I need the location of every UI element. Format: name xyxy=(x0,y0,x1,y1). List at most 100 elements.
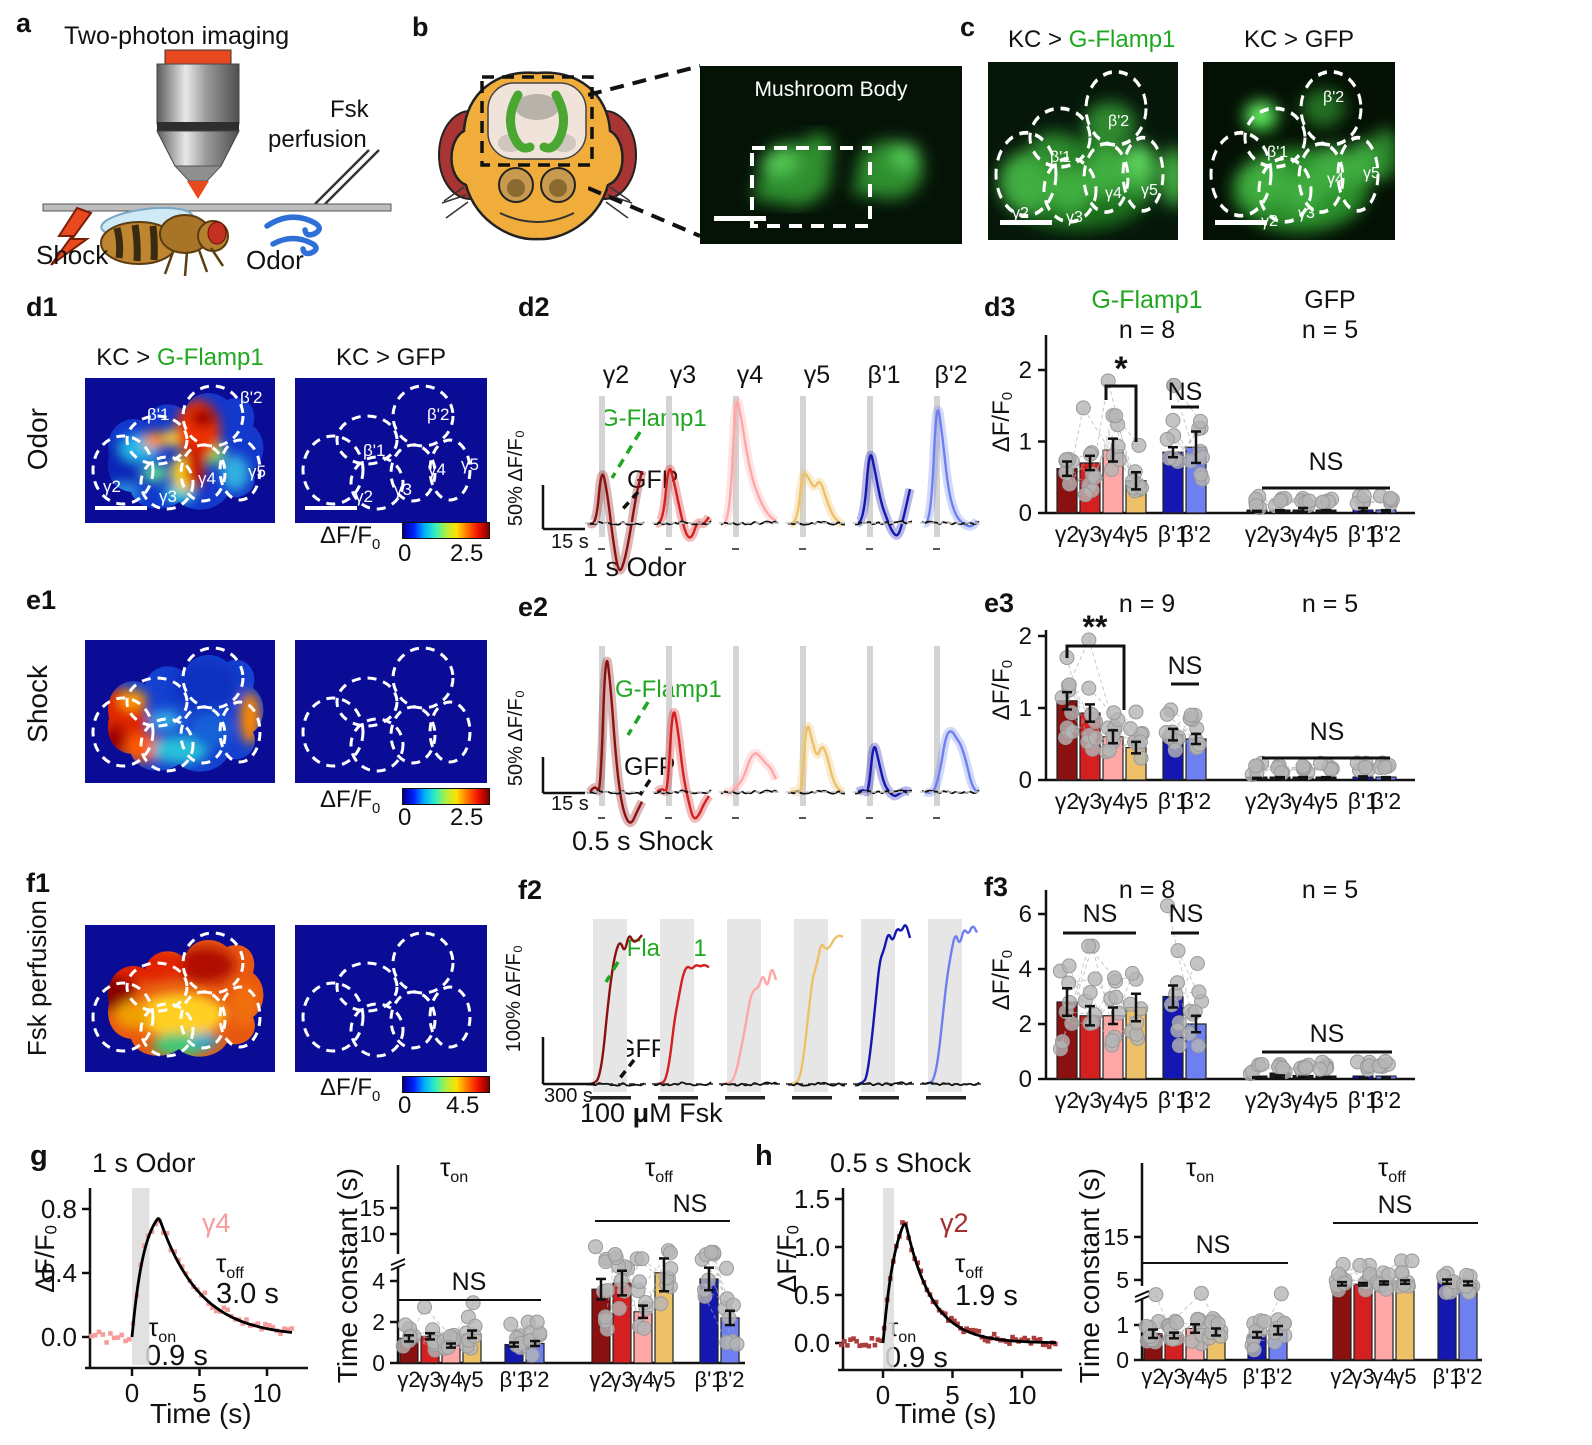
fly-link-line xyxy=(710,1252,738,1345)
fly-link-line xyxy=(605,1268,672,1318)
perfusion-pipette xyxy=(314,149,370,205)
d2-trace-label: γ5 xyxy=(804,361,830,389)
scatter-point xyxy=(164,1231,170,1236)
data-dot xyxy=(588,1239,604,1255)
x-cat-label: γ3 xyxy=(1078,788,1102,814)
x-cat-label: γ4 xyxy=(1101,788,1126,814)
x-cat-label: γ4 xyxy=(1183,1364,1206,1389)
trace-mean xyxy=(723,752,778,794)
x-cat-label: γ2 xyxy=(1055,1087,1079,1113)
data-dot xyxy=(1170,943,1186,959)
data-dot xyxy=(1123,721,1139,737)
data-dot xyxy=(1128,704,1144,720)
stim-bar xyxy=(800,646,806,806)
panel-label-h: h xyxy=(755,1140,773,1172)
d2-gflamp1-label: G-Flamp1 xyxy=(600,405,707,432)
scale-bar xyxy=(714,216,766,221)
fly-link-line xyxy=(1165,714,1192,733)
scatter-point xyxy=(289,1326,295,1331)
fsk-heatmap-gfp xyxy=(295,925,487,1072)
roi-label: γ5 xyxy=(461,455,479,474)
fly-link-line xyxy=(1071,731,1141,752)
y-tick-label: 0 xyxy=(1019,1066,1032,1093)
roi-label: γ4 xyxy=(1327,171,1344,188)
x-tick-label: 0 xyxy=(125,1378,139,1408)
sig-ns: NS xyxy=(1196,1231,1231,1259)
roi-label: γ5 xyxy=(248,462,266,481)
data-dot xyxy=(1083,706,1099,722)
roi-label: γ3 xyxy=(1298,205,1315,222)
x-cat-label: β'1 xyxy=(1158,788,1188,814)
bar xyxy=(1395,1281,1415,1361)
trace-band xyxy=(586,656,647,827)
scatter-point xyxy=(281,1326,287,1332)
scale-bar xyxy=(95,506,147,510)
trace-β'1 xyxy=(854,919,913,1100)
panel-label-e3: e3 xyxy=(984,588,1015,618)
e2-xscale-label: 15 s xyxy=(551,793,589,815)
data-dot xyxy=(1272,493,1288,509)
x-cat-label: β'1 xyxy=(1242,1364,1271,1389)
x-cat-label: γ2 xyxy=(397,1367,420,1392)
trace-γ2 xyxy=(586,646,647,827)
data-dot xyxy=(632,1274,648,1290)
fly-link-line xyxy=(605,1257,667,1310)
trace-mean xyxy=(790,725,844,794)
fly-legs xyxy=(163,247,225,277)
data-dot xyxy=(1064,724,1080,740)
scatter-point xyxy=(127,1336,132,1342)
x-cat-label: γ3 xyxy=(1078,521,1102,547)
x-cat-label: γ3 xyxy=(1268,521,1292,547)
y-tick-label: 2 xyxy=(372,1309,385,1335)
x-cat-label: β'2 xyxy=(1181,1087,1211,1113)
data-dot xyxy=(1404,1253,1420,1269)
h-title: 0.5 s Shock xyxy=(830,1148,972,1178)
fly-link-line xyxy=(1061,945,1136,1042)
kc-gflamp1-title: KC > G-Flamp1 xyxy=(1008,26,1176,53)
scatter-point xyxy=(857,1343,862,1349)
trace-β'1 xyxy=(854,396,915,540)
data-dot xyxy=(503,1316,519,1332)
stim-duration-bar xyxy=(859,1096,899,1100)
kc-gfp-title: KC > GFP xyxy=(1244,26,1355,53)
g-tau-on-label: τon xyxy=(148,1312,177,1347)
trace-γ4 xyxy=(720,646,781,806)
roi-label: γ2 xyxy=(103,477,121,496)
f2-stim-label: 100 μM Fsk xyxy=(580,1098,723,1128)
mushroom-body-left xyxy=(506,90,535,153)
data-dot xyxy=(1210,1316,1226,1332)
data-dot xyxy=(1254,1056,1270,1072)
h-xlabel: Time (s) xyxy=(895,1398,997,1429)
roi-label: β'2 xyxy=(240,388,262,407)
fit-curve xyxy=(130,1217,293,1338)
roi-label: β'2 xyxy=(1108,113,1129,130)
fly-link-line xyxy=(1071,996,1131,1024)
data-dot xyxy=(1191,984,1207,1000)
x-cat-label: β'2 xyxy=(520,1367,549,1392)
colorbar-e1 xyxy=(402,788,490,805)
y-tick-label: 4 xyxy=(1019,956,1032,983)
stim-bar xyxy=(934,396,940,537)
fly-eye xyxy=(207,221,227,245)
scatter-point xyxy=(89,1333,94,1339)
x-cat-label: γ5 xyxy=(1314,1087,1338,1113)
scale-bar xyxy=(1215,220,1267,225)
roi-label: β'2 xyxy=(427,405,449,424)
scatter-point xyxy=(872,1342,878,1348)
trace-β'1 xyxy=(854,646,913,806)
trace-γ5 xyxy=(787,919,846,1100)
data-dot xyxy=(1159,706,1175,722)
data-dot xyxy=(1159,431,1175,447)
data-dot xyxy=(634,1251,650,1267)
panel-label-d2: d2 xyxy=(518,292,550,322)
data-dot xyxy=(1085,1015,1101,1031)
scale-bar xyxy=(305,506,357,510)
panel-label-b: b xyxy=(412,12,429,42)
data-dot xyxy=(636,1320,652,1336)
y-tick-label: 0.4 xyxy=(41,1258,77,1288)
scatter-point xyxy=(202,1290,208,1296)
stim-bar xyxy=(733,396,739,537)
data-dot xyxy=(1167,742,1183,758)
data-dot xyxy=(1062,476,1078,492)
fly-link-line xyxy=(1173,385,1203,480)
